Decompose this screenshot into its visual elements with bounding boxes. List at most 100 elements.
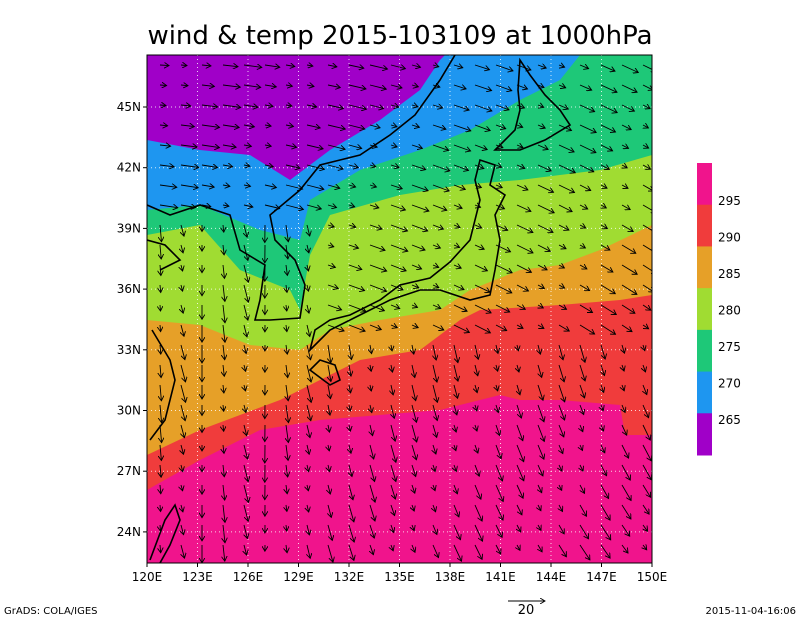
wind-arrow [243,205,253,207]
wind-arrow [160,264,161,276]
wind-arrow [201,205,211,207]
wind-arrow [621,284,637,294]
wind-arrow [517,384,520,395]
wind-arrow [327,265,335,267]
wind-arrow [223,384,224,393]
wind-arrow [181,284,183,291]
wind-arrow [601,444,605,453]
wind-arrow [559,444,563,454]
wind-arrow [244,384,246,391]
wind-arrow [306,85,314,86]
wind-arrow [601,424,604,431]
wind-arrow [642,504,649,514]
wind-arrow [160,364,161,378]
wind-arrow [538,344,540,354]
wind-arrow [432,65,439,67]
wind-arrow [391,524,394,533]
wind-arrow [180,125,194,127]
wind-arrow [223,444,224,453]
wind-arrow [286,404,289,423]
wind-arrow [264,125,271,126]
wind-arrow [412,524,414,531]
wind-arrow [286,264,287,275]
wind-arrow [411,105,418,107]
wind-arrow [559,485,562,490]
wind-arrow [348,324,365,331]
wind-arrow [495,165,502,167]
wind-arrow [496,384,498,391]
wind-arrow [558,524,564,534]
wind-arrow [327,105,344,109]
wind-arrow [369,324,381,330]
wind-arrow [600,104,617,113]
wind-arrow [328,384,331,399]
wind-arrow [453,344,458,363]
wind-arrow [160,424,162,443]
wind-arrow [328,464,330,472]
wind-arrow [181,264,183,271]
wind-arrow [348,145,362,148]
wind-arrow [390,125,397,127]
wind-arrow [306,105,317,107]
wind-arrow [285,65,295,67]
wind-arrow [600,84,617,92]
wind-arrow [222,145,236,147]
lon-label: 138E [435,570,466,584]
wind-arrow [453,265,461,268]
wind-arrow [558,384,565,402]
wind-arrow [474,165,484,169]
wind-arrow [349,444,351,453]
lat-label: 24N [117,525,141,539]
wind-arrow [264,145,271,146]
wind-arrow [327,144,345,149]
wind-arrow [348,65,364,68]
wind-arrow [160,504,161,512]
wind-arrow [286,324,287,332]
wind-arrow [474,484,481,499]
wind-arrow [243,65,262,67]
wind-arrow [307,344,311,360]
wind-arrow [642,165,651,169]
wind-arrow [558,245,566,249]
wind-arrow [579,225,586,228]
colorbar-label: 265 [718,413,741,427]
wind-arrow [307,524,309,535]
lon-label: 123E [182,570,213,584]
wind-arrow [223,364,224,376]
wind-arrow [243,145,251,146]
wind-arrow [307,264,309,271]
wind-arrow [537,325,544,328]
wind-arrow [579,65,589,69]
wind-arrow [327,285,338,289]
wind-arrow [411,404,417,422]
wind-arrow [201,65,211,66]
colorbar-swatch [697,246,712,289]
wind-arrow [307,284,309,291]
wind-arrow [516,244,533,253]
wind-arrow [223,544,225,561]
wind-arrow [390,305,400,309]
wind-arrow [516,264,531,272]
wind-arrow [621,464,630,480]
wind-arrow [243,244,248,260]
wind-arrow [160,324,161,332]
wind-arrow [286,344,287,354]
wind-arrow [180,404,185,421]
wind-arrow [222,205,229,206]
wind-arrow [601,384,604,392]
wind-arrow [600,185,607,188]
wind-arrow [181,424,184,438]
wind-arrow [516,224,533,233]
wind-arrow [558,404,565,420]
wind-arrow [223,464,224,477]
wind-arrow [370,424,373,436]
wind-arrow [642,264,652,274]
wind-arrow [495,544,501,554]
wind-arrow [474,64,490,70]
wind-arrow [642,84,652,90]
wind-arrow [558,85,566,88]
lat-label: 39N [117,221,141,235]
wind-arrow [286,224,288,242]
wind-arrow [432,364,437,382]
wind-arrow [453,524,461,540]
